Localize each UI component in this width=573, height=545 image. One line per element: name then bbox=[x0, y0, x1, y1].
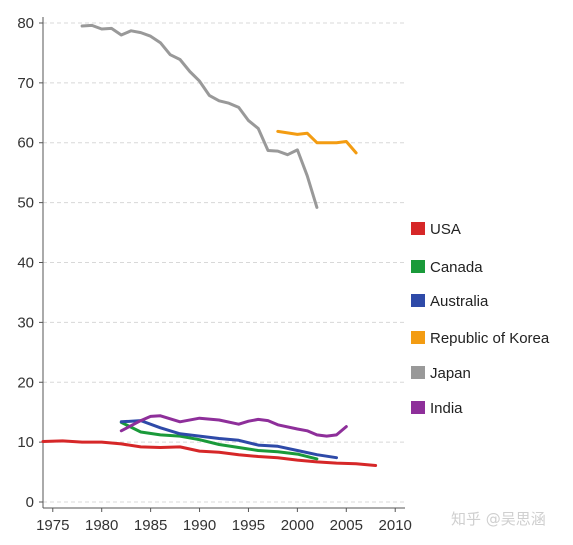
series-line-australia bbox=[119, 419, 338, 460]
legend-label: USA bbox=[430, 221, 461, 238]
legend-swatch bbox=[411, 331, 425, 344]
x-tick-label: 1985 bbox=[134, 517, 167, 534]
x-tick-label: 1990 bbox=[183, 517, 216, 534]
series-line-japan bbox=[80, 23, 319, 209]
y-tick-label: 10 bbox=[17, 434, 34, 451]
axis-ticks: 0 10 20 30 40 50 60 70 80 1975 1980 1985 1990 1995 200… bbox=[17, 15, 412, 534]
legend: USA Canada Australia Republic of Korea Japan… bbox=[411, 221, 550, 417]
y-tick-label: 70 bbox=[17, 75, 34, 92]
series-line-usa bbox=[41, 439, 378, 467]
x-tick-label: 1980 bbox=[85, 517, 118, 534]
x-tick-label: 2005 bbox=[330, 517, 363, 534]
series-line-india bbox=[119, 414, 348, 438]
gridlines bbox=[43, 22, 405, 503]
series-lines bbox=[41, 23, 378, 467]
legend-swatch bbox=[411, 401, 425, 414]
y-tick-label: 80 bbox=[17, 15, 34, 32]
y-tick-label: 50 bbox=[17, 195, 34, 212]
series-line-canada bbox=[119, 420, 319, 461]
y-tick-label: 30 bbox=[17, 314, 34, 331]
legend-label: Republic of Korea bbox=[430, 330, 550, 347]
legend-label: Australia bbox=[430, 293, 489, 310]
x-tick-label: 2010 bbox=[379, 517, 412, 534]
y-tick-label: 60 bbox=[17, 135, 34, 152]
legend-swatch bbox=[411, 294, 425, 307]
legend-swatch bbox=[411, 260, 425, 273]
legend-label: India bbox=[430, 400, 463, 417]
y-tick-label: 40 bbox=[17, 255, 34, 272]
y-tick-label: 20 bbox=[17, 374, 34, 391]
series-line-republic-of-korea bbox=[276, 129, 358, 155]
legend-label: Canada bbox=[430, 259, 483, 276]
x-tick-label: 2000 bbox=[281, 517, 314, 534]
legend-swatch bbox=[411, 222, 425, 235]
watermark-text: 知乎 @吴思涵 bbox=[451, 510, 546, 528]
legend-swatch bbox=[411, 366, 425, 379]
legend-label: Japan bbox=[430, 365, 471, 382]
y-tick-label: 0 bbox=[26, 494, 34, 511]
x-tick-label: 1975 bbox=[36, 517, 69, 534]
x-tick-label: 1995 bbox=[232, 517, 265, 534]
